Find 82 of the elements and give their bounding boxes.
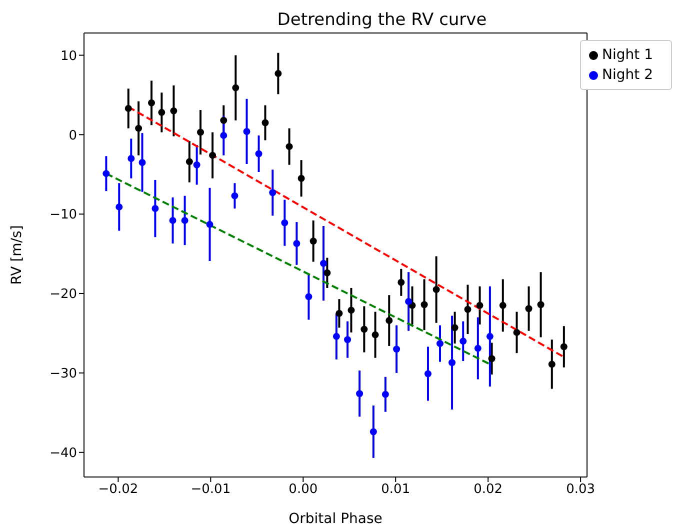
point xyxy=(310,238,317,245)
point xyxy=(382,390,389,398)
point xyxy=(181,216,188,224)
point xyxy=(320,260,327,267)
point xyxy=(398,278,405,286)
point xyxy=(525,305,532,312)
y-tick-label: −30 xyxy=(50,366,77,382)
point xyxy=(274,70,282,78)
point xyxy=(293,240,300,247)
point xyxy=(152,205,159,212)
point xyxy=(206,220,214,228)
point xyxy=(432,286,440,294)
point xyxy=(537,301,544,308)
point xyxy=(286,143,293,150)
point xyxy=(231,192,238,200)
chart-title: Detrending the RV curve xyxy=(276,10,488,30)
point xyxy=(197,128,204,136)
point xyxy=(220,116,228,124)
y-tick-label: 10 xyxy=(60,48,77,64)
point xyxy=(474,344,482,352)
point xyxy=(124,104,132,112)
point xyxy=(370,428,377,436)
point xyxy=(220,132,228,139)
legend-label: Night 1 xyxy=(602,47,653,63)
point xyxy=(170,107,178,114)
point xyxy=(193,161,200,168)
point xyxy=(138,158,146,166)
point xyxy=(305,293,312,300)
x-tick-label: 0.00 xyxy=(288,482,318,498)
y-tick-label: −40 xyxy=(50,446,77,461)
point xyxy=(360,326,368,333)
point xyxy=(448,359,456,366)
x-tick-label: −0.02 xyxy=(98,482,138,498)
y-tick-label: −10 xyxy=(50,208,77,223)
point xyxy=(255,150,262,158)
x-tick-label: 0.01 xyxy=(381,482,410,498)
point xyxy=(128,154,135,162)
point xyxy=(169,216,176,224)
point xyxy=(548,360,556,368)
point xyxy=(209,152,216,159)
point xyxy=(135,124,142,132)
point xyxy=(476,302,484,309)
x-tick-label: 0.02 xyxy=(474,482,503,498)
x-axis-title: Orbital Phase xyxy=(288,511,382,527)
y-axis-title: RV [m/s] xyxy=(8,225,25,285)
point xyxy=(560,343,568,350)
point xyxy=(324,269,331,276)
point xyxy=(332,332,340,340)
point xyxy=(186,158,193,166)
point xyxy=(499,302,506,309)
point xyxy=(102,170,110,178)
y-tick-label: −20 xyxy=(50,287,77,302)
point xyxy=(386,317,393,324)
point xyxy=(116,203,123,210)
point xyxy=(393,346,400,353)
point xyxy=(348,306,355,314)
point xyxy=(451,324,458,332)
point xyxy=(460,338,467,345)
point xyxy=(372,331,379,338)
point xyxy=(486,332,494,340)
point xyxy=(232,84,240,92)
point xyxy=(405,298,412,305)
point xyxy=(488,355,496,362)
point xyxy=(356,390,364,398)
point xyxy=(420,301,428,308)
point xyxy=(464,306,472,313)
point xyxy=(269,189,276,196)
x-tick-label: −0.01 xyxy=(190,482,231,498)
point xyxy=(243,128,250,135)
point xyxy=(424,370,432,378)
point xyxy=(148,99,155,106)
point xyxy=(436,340,444,348)
y-tick-label: 0 xyxy=(68,128,77,144)
point xyxy=(281,219,288,226)
point xyxy=(158,108,166,116)
point xyxy=(344,336,352,344)
point xyxy=(336,310,343,317)
legend-label: Night 2 xyxy=(602,67,653,83)
point xyxy=(513,328,520,336)
x-tick-label: 0.03 xyxy=(566,482,596,498)
point xyxy=(262,119,269,126)
point xyxy=(298,174,305,182)
